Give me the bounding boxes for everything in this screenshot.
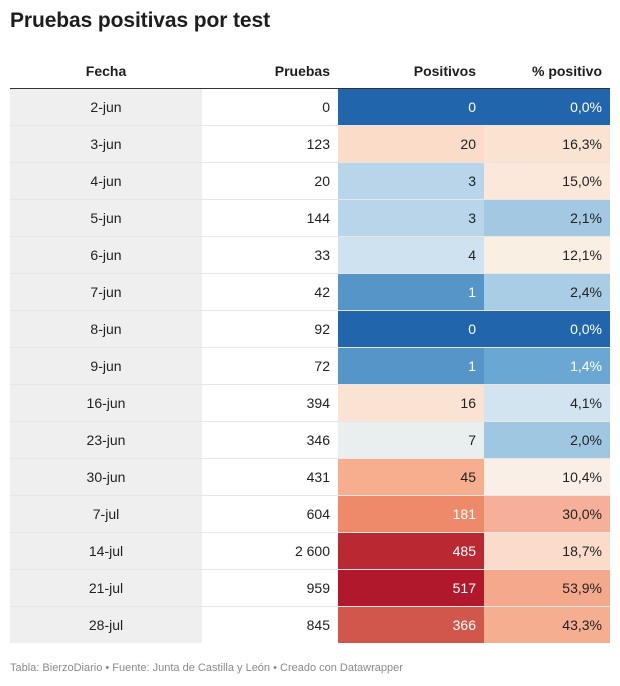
table-row: 9-jun 72 1 1,4% xyxy=(10,347,610,385)
cell-positivos: 485 xyxy=(338,532,484,570)
cell-positivos: 0 xyxy=(338,88,484,126)
cell-positivos: 0 xyxy=(338,310,484,348)
cell-pruebas: 346 xyxy=(202,421,338,459)
cell-pruebas: 604 xyxy=(202,495,338,533)
table-row: 5-jun 144 3 2,1% xyxy=(10,199,610,237)
cell-pruebas: 959 xyxy=(202,569,338,607)
footer-credits: Tabla: BierzoDiario • Fuente: Junta de C… xyxy=(10,662,403,674)
cell-pct-positivo: 16,3% xyxy=(484,125,610,163)
cell-positivos: 3 xyxy=(338,162,484,200)
cell-pct-positivo: 0,0% xyxy=(484,88,610,126)
cell-fecha: 23-jun xyxy=(10,421,202,459)
cell-fecha: 30-jun xyxy=(10,458,202,496)
cell-pruebas: 394 xyxy=(202,384,338,422)
cell-pct-positivo: 4,1% xyxy=(484,384,610,422)
header-fecha[interactable]: Fecha xyxy=(10,54,202,89)
cell-positivos: 517 xyxy=(338,569,484,607)
header-positivos[interactable]: Positivos xyxy=(338,54,484,89)
header-pruebas[interactable]: Pruebas xyxy=(202,54,338,89)
cell-pct-positivo: 12,1% xyxy=(484,236,610,274)
cell-pruebas: 33 xyxy=(202,236,338,274)
table-row: 8-jun 92 0 0,0% xyxy=(10,310,610,348)
cell-fecha: 2-jun xyxy=(10,88,202,126)
cell-pruebas: 2 600 xyxy=(202,532,338,570)
cell-pct-positivo: 2,4% xyxy=(484,273,610,311)
cell-pruebas: 92 xyxy=(202,310,338,348)
cell-fecha: 21-jul xyxy=(10,569,202,607)
cell-fecha: 3-jun xyxy=(10,125,202,163)
cell-pruebas: 20 xyxy=(202,162,338,200)
cell-pct-positivo: 15,0% xyxy=(484,162,610,200)
cell-pct-positivo: 2,1% xyxy=(484,199,610,237)
cell-pruebas: 72 xyxy=(202,347,338,385)
cell-positivos: 4 xyxy=(338,236,484,274)
cell-positivos: 20 xyxy=(338,125,484,163)
table-row: 2-jun 0 0 0,0% xyxy=(10,88,610,126)
cell-pruebas: 144 xyxy=(202,199,338,237)
cell-fecha: 7-jul xyxy=(10,495,202,533)
data-table: Fecha Pruebas Positivos % positivo 2-jun… xyxy=(10,54,610,643)
table-row: 14-jul 2 600 485 18,7% xyxy=(10,532,610,570)
cell-pct-positivo: 0,0% xyxy=(484,310,610,348)
table-row: 7-jul 604 181 30,0% xyxy=(10,495,610,533)
table-row: 28-jul 845 366 43,3% xyxy=(10,606,610,643)
cell-pct-positivo: 1,4% xyxy=(484,347,610,385)
cell-pruebas: 123 xyxy=(202,125,338,163)
table-row: 7-jun 42 1 2,4% xyxy=(10,273,610,311)
cell-pct-positivo: 10,4% xyxy=(484,458,610,496)
cell-pct-positivo: 2,0% xyxy=(484,421,610,459)
cell-pruebas: 0 xyxy=(202,88,338,126)
cell-positivos: 16 xyxy=(338,384,484,422)
cell-fecha: 5-jun xyxy=(10,199,202,237)
cell-fecha: 4-jun xyxy=(10,162,202,200)
cell-positivos: 7 xyxy=(338,421,484,459)
cell-pct-positivo: 18,7% xyxy=(484,532,610,570)
table-row: 16-jun 394 16 4,1% xyxy=(10,384,610,422)
cell-positivos: 3 xyxy=(338,199,484,237)
table-row: 30-jun 431 45 10,4% xyxy=(10,458,610,496)
cell-pruebas: 42 xyxy=(202,273,338,311)
header-pct-positivo[interactable]: % positivo xyxy=(484,54,610,89)
cell-positivos: 45 xyxy=(338,458,484,496)
table-row: 23-jun 346 7 2,0% xyxy=(10,421,610,459)
cell-pruebas: 431 xyxy=(202,458,338,496)
cell-positivos: 1 xyxy=(338,347,484,385)
cell-positivos: 1 xyxy=(338,273,484,311)
table-row: 21-jul 959 517 53,9% xyxy=(10,569,610,607)
table-row: 3-jun 123 20 16,3% xyxy=(10,125,610,163)
cell-pct-positivo: 30,0% xyxy=(484,495,610,533)
chart-title: Pruebas positivas por test xyxy=(10,9,270,32)
cell-fecha: 28-jul xyxy=(10,606,202,643)
cell-pct-positivo: 53,9% xyxy=(484,569,610,607)
cell-pruebas: 845 xyxy=(202,606,338,643)
table-row: 6-jun 33 4 12,1% xyxy=(10,236,610,274)
cell-fecha: 16-jun xyxy=(10,384,202,422)
cell-fecha: 8-jun xyxy=(10,310,202,348)
cell-positivos: 366 xyxy=(338,606,484,643)
cell-fecha: 9-jun xyxy=(10,347,202,385)
cell-fecha: 6-jun xyxy=(10,236,202,274)
cell-fecha: 14-jul xyxy=(10,532,202,570)
header-row: Fecha Pruebas Positivos % positivo xyxy=(10,54,610,89)
cell-positivos: 181 xyxy=(338,495,484,533)
table-row: 4-jun 20 3 15,0% xyxy=(10,162,610,200)
cell-pct-positivo: 43,3% xyxy=(484,606,610,643)
cell-fecha: 7-jun xyxy=(10,273,202,311)
